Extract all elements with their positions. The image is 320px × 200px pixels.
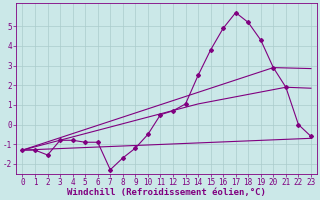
X-axis label: Windchill (Refroidissement éolien,°C): Windchill (Refroidissement éolien,°C) xyxy=(67,188,266,197)
